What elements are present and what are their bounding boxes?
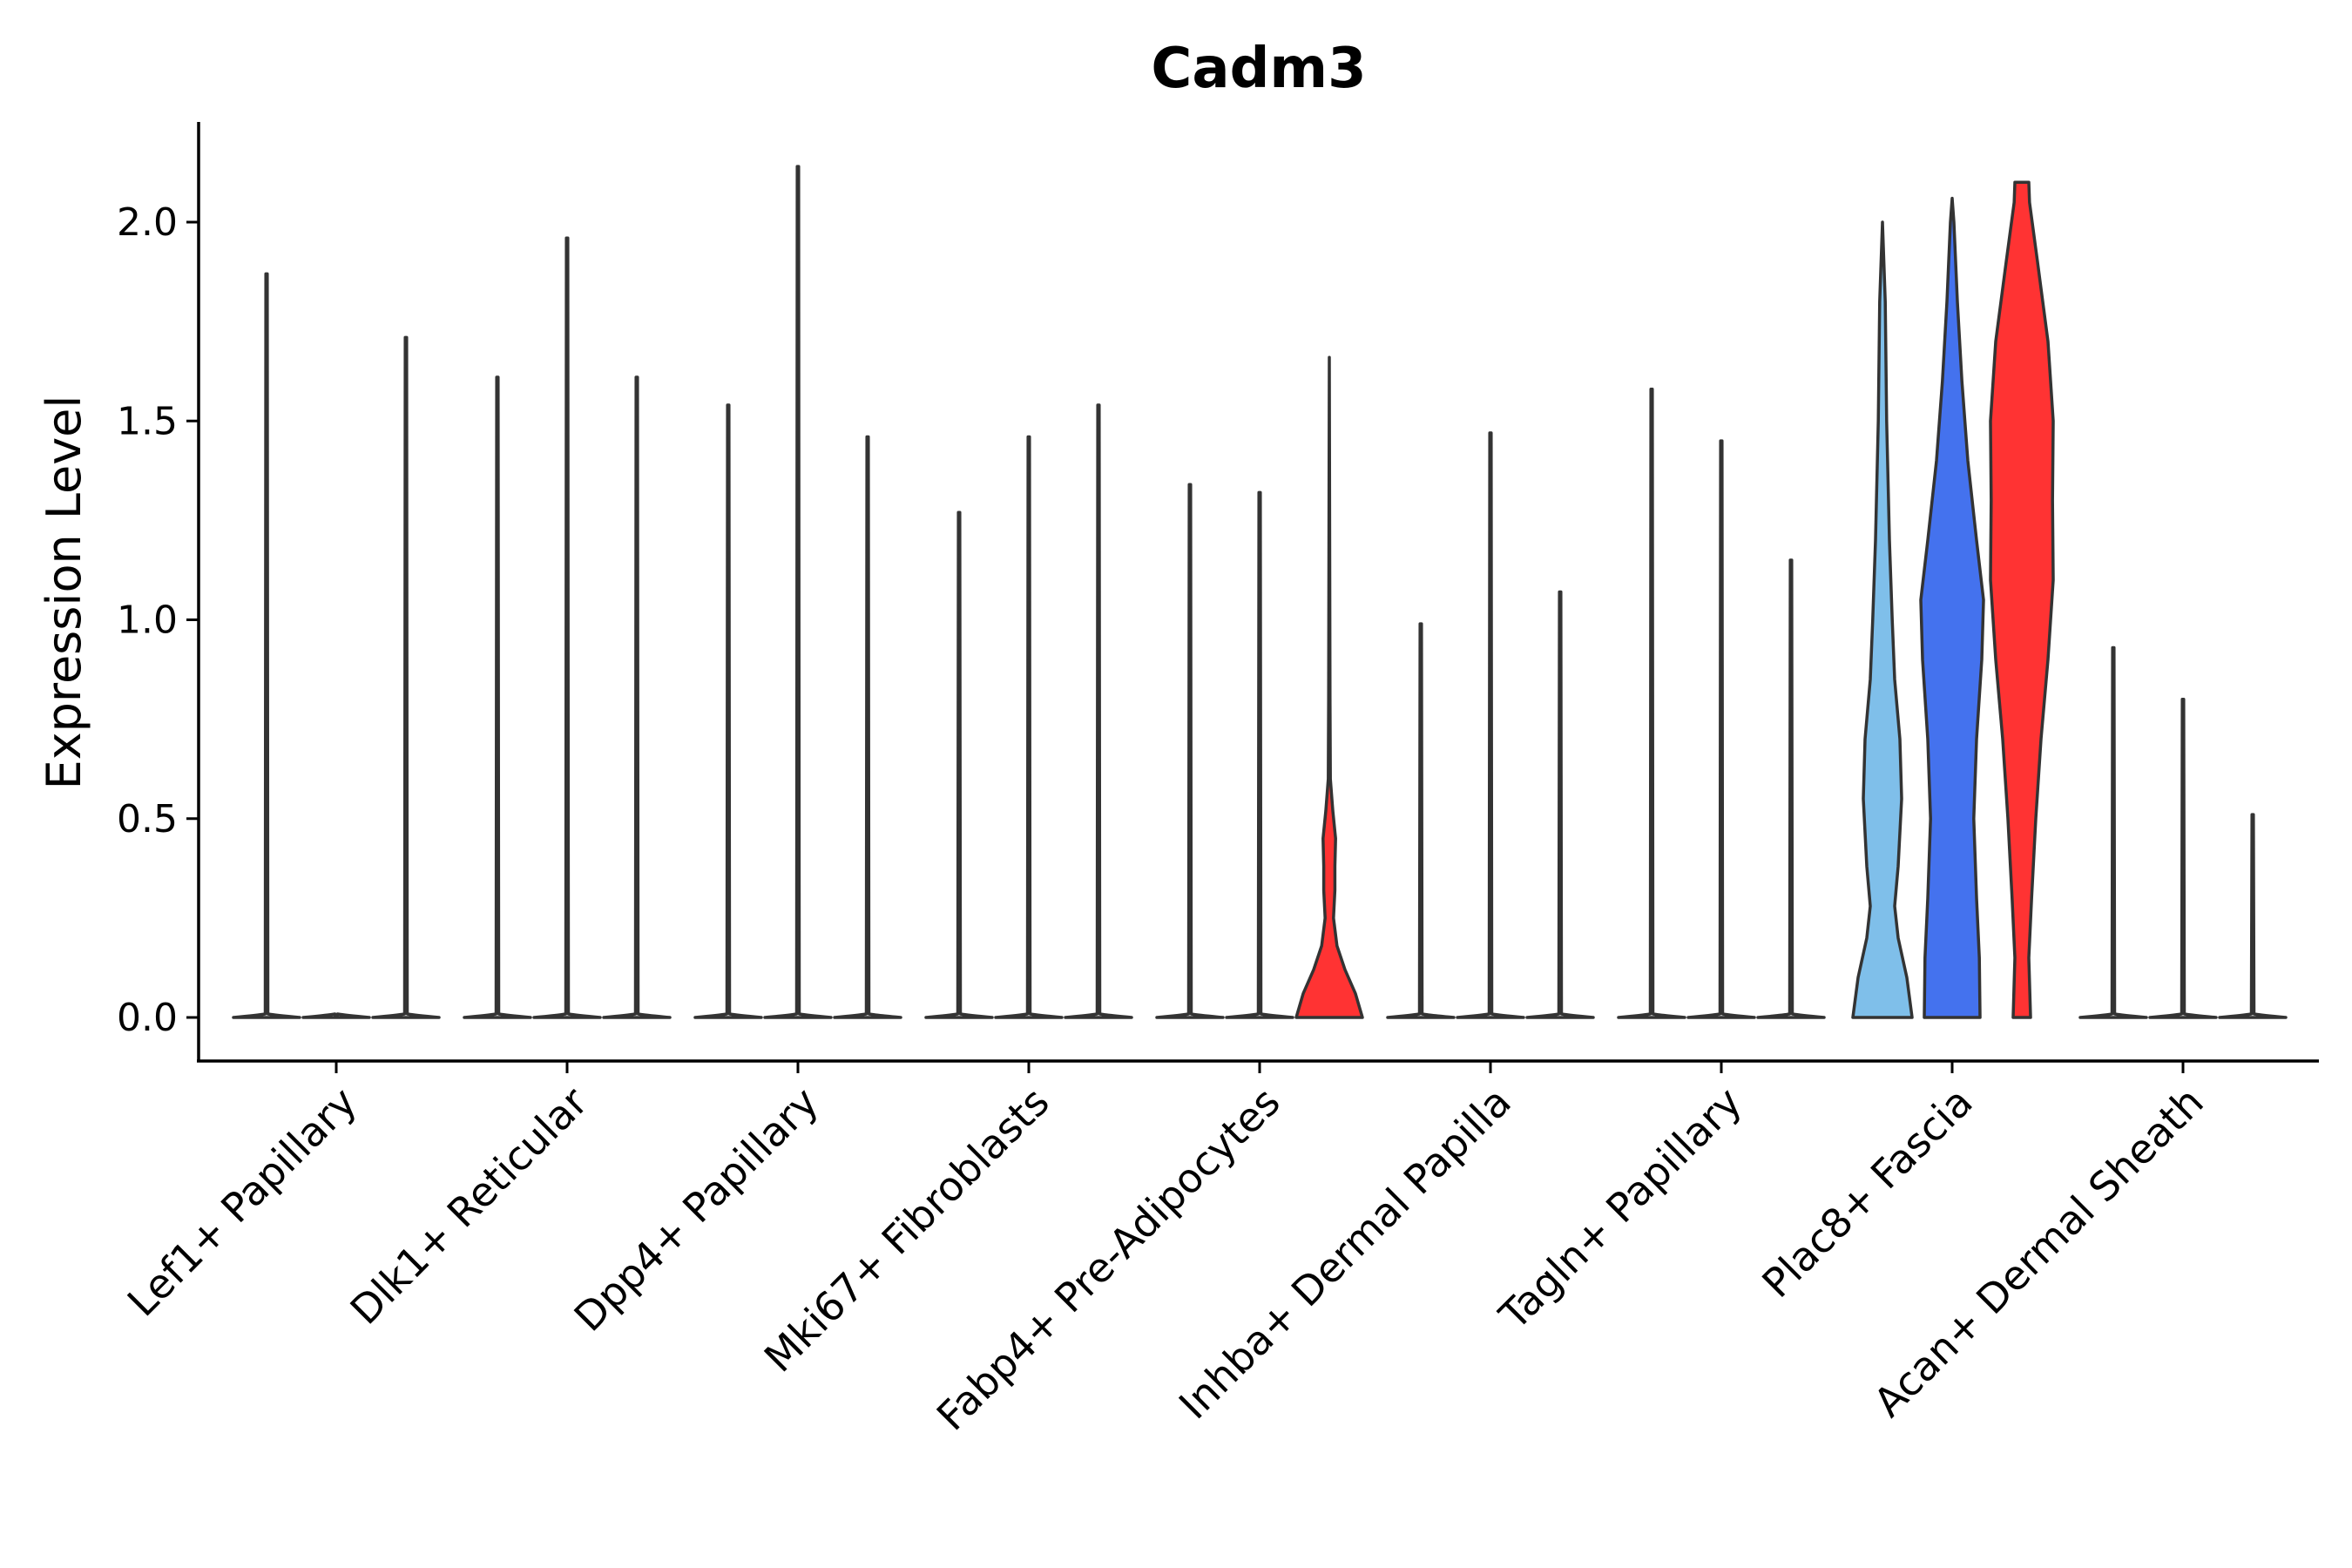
x-tick-label: Dlk1+ Reticular — [341, 1078, 597, 1334]
violin-shape — [693, 403, 763, 1019]
x-tick-label: Dpp4+ Papillary — [565, 1078, 828, 1341]
violin-shape — [1851, 220, 1914, 1019]
y-tick-label: 0.0 — [117, 996, 178, 1040]
violin-shape — [1225, 490, 1294, 1019]
violin-shape — [1617, 387, 1686, 1019]
violin-shape — [833, 435, 902, 1019]
violin-shape — [463, 375, 532, 1019]
violin-shape — [1386, 622, 1456, 1019]
violin-shape — [763, 165, 833, 1019]
violins — [232, 165, 2288, 1019]
y-tick-label: 2.0 — [117, 200, 178, 245]
violin-shape — [301, 1012, 371, 1019]
y-ticks: 0.0 0.5 1.0 1.5 2.0 — [117, 200, 199, 1040]
violin-shape — [1919, 196, 1985, 1019]
violin-shape — [2148, 698, 2218, 1019]
x-tick-label: Plac8+ Fascia — [1753, 1078, 1981, 1307]
violin-shape — [2078, 645, 2148, 1019]
violin-shape — [532, 236, 602, 1019]
violin-shape — [1525, 590, 1595, 1019]
violin-shape — [602, 375, 672, 1019]
violin-shape — [1155, 483, 1225, 1019]
y-tick-label: 1.5 — [117, 399, 178, 443]
chart-title: Cadm3 — [1151, 37, 1366, 101]
x-tick-label: Lef1+ Papillary — [118, 1078, 366, 1326]
violin-shape — [232, 272, 301, 1019]
violin-shape — [1456, 431, 1525, 1019]
violin-shape — [1989, 180, 2055, 1019]
y-axis-label: Expression Level — [37, 395, 91, 790]
y-tick-label: 1.0 — [117, 598, 178, 643]
violin-shape — [1294, 355, 1364, 1019]
y-tick-label: 0.5 — [117, 797, 178, 841]
violin-shape — [924, 510, 994, 1019]
violin-shape — [994, 435, 1064, 1019]
x-tick-label: Tagln+ Papillary — [1490, 1078, 1751, 1340]
violin-shape — [1756, 558, 1826, 1019]
violin-shape — [371, 335, 441, 1019]
violin-shape — [2218, 813, 2288, 1019]
violin-shape — [1064, 403, 1133, 1019]
violin-shape — [1686, 439, 1756, 1019]
